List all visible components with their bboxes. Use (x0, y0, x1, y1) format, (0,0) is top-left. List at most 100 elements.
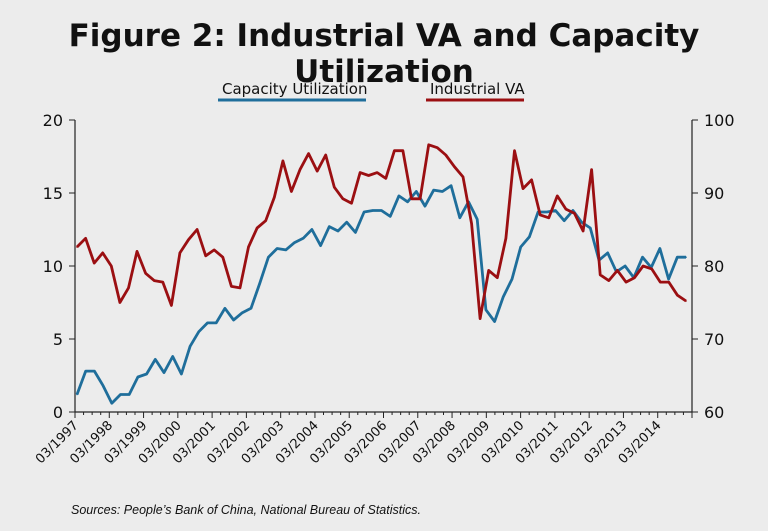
left-tick-label: 20 (43, 111, 63, 130)
industrial-va-point (179, 252, 181, 254)
industrial-va-point (187, 238, 190, 241)
capacity-utilization-point (224, 307, 226, 310)
capacity-utilization-point (119, 393, 122, 396)
capacity-utilization-point (415, 190, 418, 193)
industrial-va-point (110, 265, 113, 267)
legend-label: Capacity Utilization (222, 80, 367, 98)
industrial-va-point (410, 198, 413, 200)
industrial-va-point (76, 246, 78, 248)
industrial-va-point (419, 198, 421, 200)
capacity-utilization-point (493, 320, 496, 323)
industrial-va-point (539, 214, 541, 216)
right-tick-label: 100 (704, 111, 735, 130)
industrial-va-point (324, 154, 327, 156)
industrial-va-point (136, 250, 138, 253)
capacity-utilization-point (189, 345, 191, 348)
capacity-utilization-point (258, 282, 261, 285)
industrial-va-point (196, 228, 198, 231)
industrial-va-point (239, 287, 241, 289)
capacity-utilization-point (180, 373, 183, 375)
capacity-utilization-point (563, 219, 565, 222)
chart-title: Figure 2: Industrial VA and Capacity Uti… (68, 18, 700, 90)
industrial-va-point (84, 237, 87, 240)
industrial-va-point (342, 198, 344, 200)
industrial-va-point (230, 285, 233, 288)
industrial-va-point (376, 171, 379, 174)
legend-label: Industrial VA (430, 80, 525, 98)
industrial-va-point (599, 274, 601, 276)
capacity-utilization-point (206, 322, 209, 324)
capacity-utilization-point (154, 358, 157, 361)
capacity-utilization-point (128, 393, 130, 396)
industrial-va-point (590, 168, 593, 171)
right-tick-label: 80 (704, 257, 724, 276)
capacity-utilization-point (511, 278, 513, 280)
left-tick-label: 5 (53, 330, 63, 349)
industrial-va-point (659, 281, 662, 283)
industrial-va-point (393, 149, 396, 152)
capacity-utilization-point (502, 295, 505, 298)
capacity-utilization-point (476, 218, 479, 221)
capacity-utilization-point (485, 309, 487, 311)
industrial-va-point (359, 171, 361, 174)
capacity-utilization-point (432, 189, 435, 191)
industrial-va-point (513, 149, 516, 152)
industrial-va-point (264, 219, 267, 222)
industrial-va-point (650, 268, 653, 270)
industrial-va-point (127, 287, 130, 289)
industrial-va-point (470, 222, 473, 225)
capacity-utilization-point (398, 195, 400, 197)
industrial-va-point (367, 174, 370, 177)
industrial-va-point (119, 301, 121, 304)
capacity-utilization-point (76, 393, 78, 396)
industrial-va-point (522, 187, 524, 190)
left-tick-label: 0 (53, 403, 63, 422)
capacity-utilization-point (328, 225, 331, 228)
industrial-va-point (436, 146, 439, 149)
industrial-va-point (685, 300, 687, 302)
industrial-va-point (256, 227, 258, 229)
capacity-utilization-point (459, 217, 461, 219)
industrial-va-point (616, 269, 619, 272)
industrial-va-point (487, 269, 490, 272)
left-tick-label: 15 (43, 184, 63, 203)
capacity-utilization-point (302, 237, 305, 240)
capacity-utilization-point (285, 249, 287, 251)
capacity-utilization-point (137, 376, 139, 378)
capacity-utilization-point (93, 370, 96, 372)
capacity-utilization-point (232, 319, 235, 321)
capacity-utilization-point (311, 228, 313, 231)
capacity-utilization-point (345, 221, 348, 223)
industrial-va-point (170, 304, 173, 307)
industrial-va-point (385, 177, 387, 180)
industrial-va-line (76, 143, 687, 321)
capacity-utilization-point (389, 215, 392, 218)
industrial-va-point (299, 168, 301, 171)
industrial-va-point (496, 276, 499, 279)
capacity-utilization-point (276, 247, 278, 250)
industrial-va-point (548, 217, 550, 219)
industrial-va-point (633, 276, 636, 279)
industrial-va-point (144, 272, 147, 275)
industrial-va-point (222, 256, 224, 259)
capacity-utilization-point (589, 227, 592, 229)
industrial-va-point (556, 195, 559, 197)
capacity-utilization-point (198, 330, 200, 333)
capacity-utilization-point (624, 265, 626, 267)
industrial-va-point (350, 202, 353, 204)
capacity-utilization-point (171, 355, 174, 358)
industrial-va-point (582, 230, 584, 232)
industrial-va-point (427, 144, 430, 146)
capacity-utilization-point (363, 211, 365, 213)
capacity-utilization-point (554, 209, 557, 212)
capacity-utilization-point (424, 205, 426, 207)
capacity-utilization-point (406, 201, 409, 203)
capacity-utilization-point (528, 236, 531, 238)
capacity-utilization-point (641, 256, 644, 259)
capacity-utilization-point (685, 256, 687, 259)
industrial-va-point (573, 212, 576, 215)
industrial-va-point (676, 294, 679, 297)
capacity-utilization-point (267, 256, 270, 259)
industrial-va-point (101, 252, 104, 254)
